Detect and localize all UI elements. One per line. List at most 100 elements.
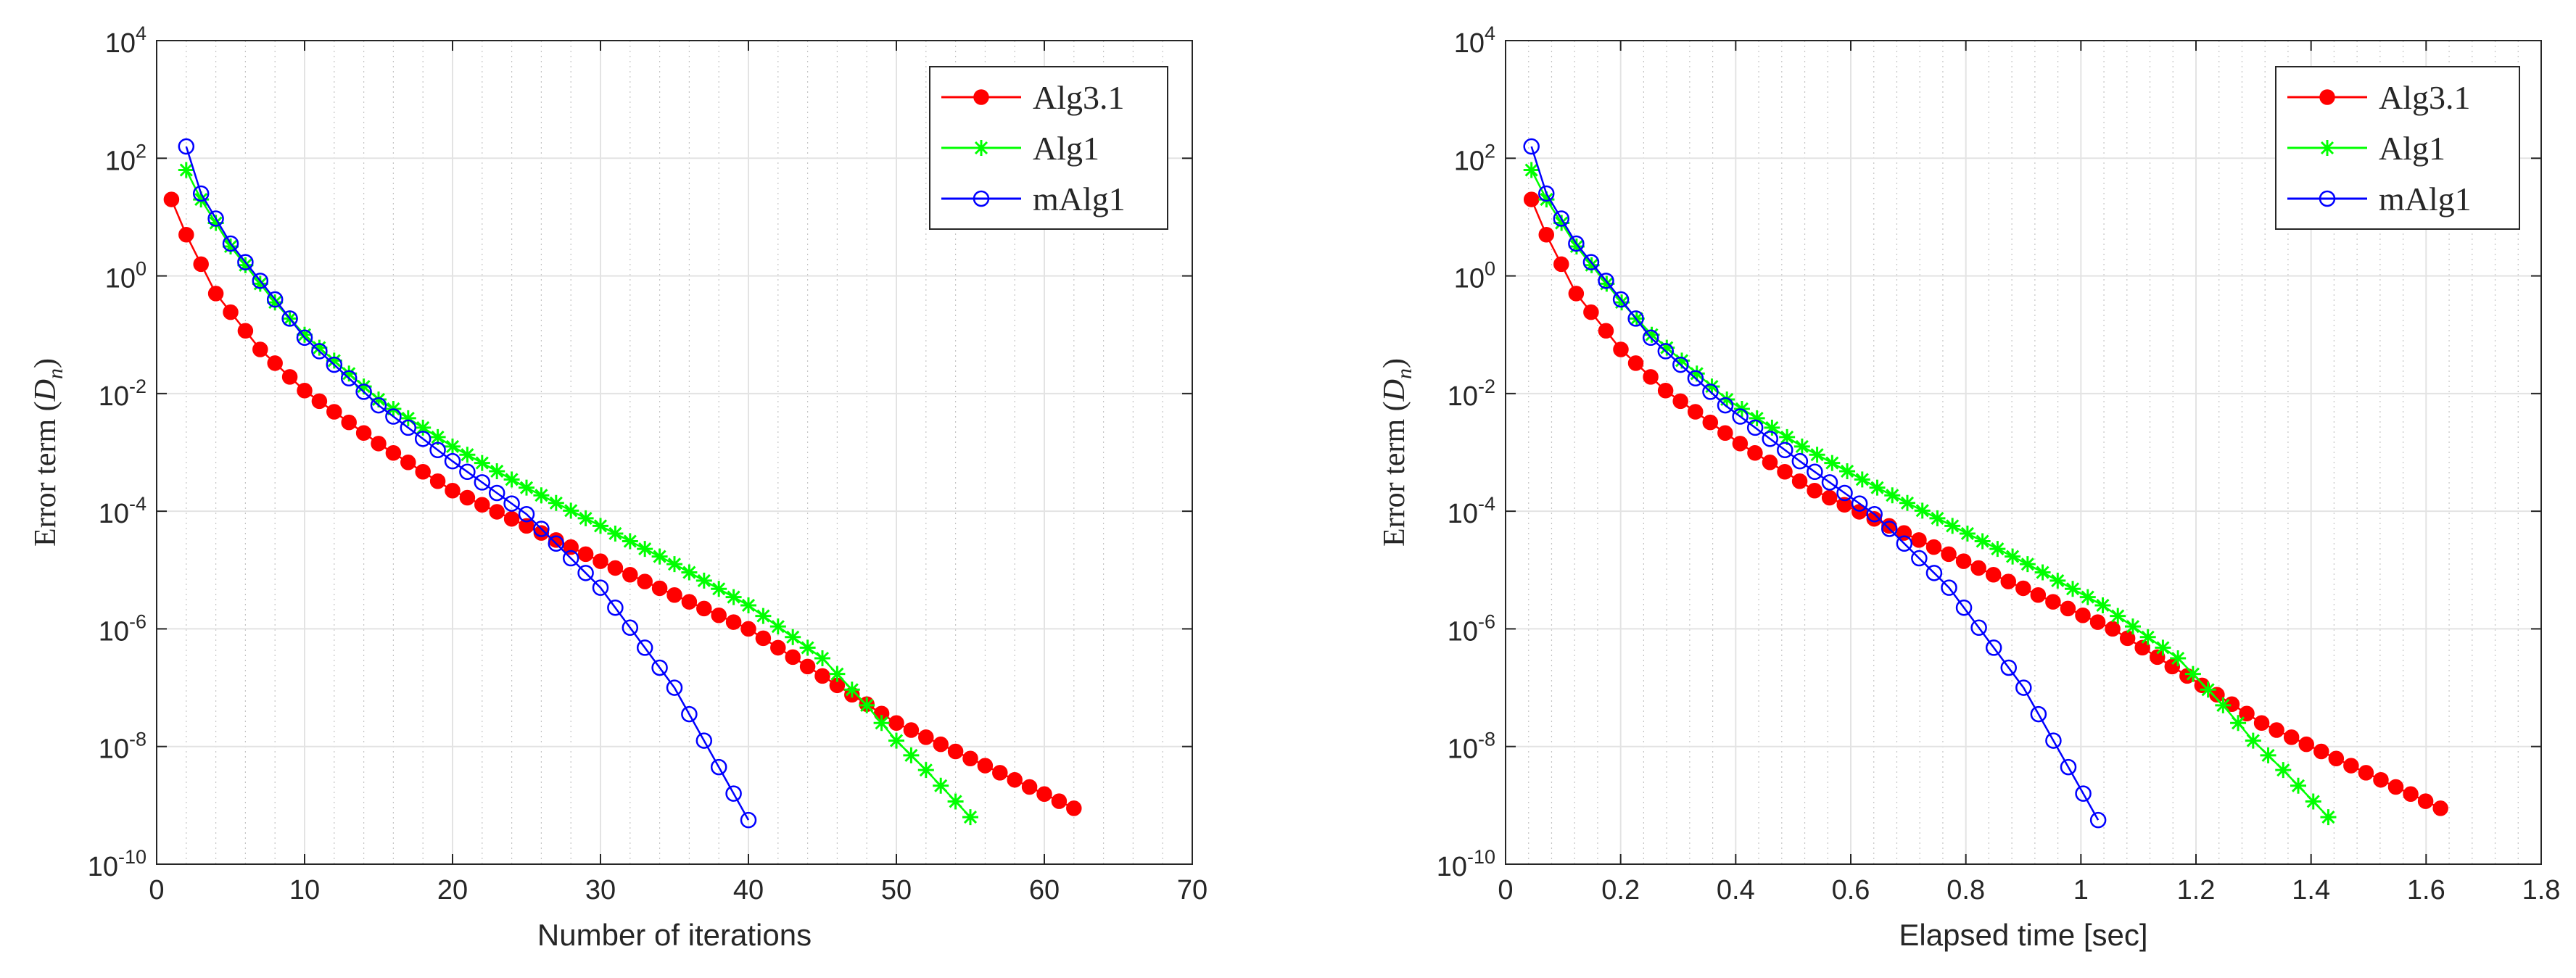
data-point [193, 191, 210, 208]
data-point [371, 391, 387, 407]
data-point [207, 210, 224, 227]
legend-marker [2319, 89, 2335, 105]
legend-marker [973, 190, 990, 207]
data-point [711, 608, 727, 623]
data-point [1914, 502, 1931, 519]
data-point [563, 502, 579, 519]
data-point [1777, 464, 1793, 480]
data-point [459, 463, 476, 481]
data-point [178, 162, 194, 178]
data-point [474, 455, 490, 471]
data-point [237, 254, 254, 270]
data-point [681, 594, 698, 610]
data-point [725, 785, 742, 802]
data-point [651, 580, 668, 597]
data-point [1523, 191, 1540, 207]
legend-item: Alg3.1 [2287, 79, 2471, 116]
data-point [577, 546, 594, 563]
data-point [2432, 800, 2448, 816]
data-point [341, 365, 358, 382]
legend-marker [2319, 190, 2336, 207]
data-point [2134, 639, 2150, 656]
data-point [1598, 275, 1615, 292]
data-point [2049, 572, 2066, 589]
data-point [799, 639, 816, 656]
data-point [1764, 419, 1780, 436]
data-point [400, 419, 417, 436]
data-point [740, 811, 757, 829]
legend-label: Alg1 [2379, 130, 2445, 167]
data-point [2373, 771, 2389, 788]
data-point [785, 629, 801, 645]
data-point [1553, 215, 1570, 231]
legend-label: Alg3.1 [1033, 79, 1125, 116]
data-point [2139, 629, 2156, 645]
data-point [1791, 473, 1808, 489]
series-malg1 [1523, 138, 2107, 829]
data-point [2124, 618, 2141, 635]
data-point [2045, 594, 2061, 610]
data-point [1583, 257, 1600, 273]
data-point [2209, 687, 2225, 703]
data-point [1866, 510, 1883, 527]
data-point [1066, 800, 1082, 816]
data-point [519, 479, 534, 496]
data-point [711, 581, 727, 597]
data-point [1851, 495, 1868, 512]
data-point [2358, 765, 2374, 781]
data-point [1732, 436, 1749, 452]
data-point [2230, 715, 2247, 732]
data-point [193, 256, 209, 273]
data-point [459, 447, 476, 463]
data-point [622, 533, 638, 550]
data-point [385, 445, 402, 461]
data-point [1762, 455, 1778, 471]
data-point [429, 442, 446, 459]
data-point [1941, 546, 1957, 563]
data-point [2015, 580, 2031, 597]
data-point [1911, 532, 1927, 548]
data-point [1807, 463, 1823, 481]
data-point [429, 473, 446, 489]
x-tick-label: 1.2 [2177, 875, 2216, 906]
data-point [414, 431, 432, 447]
x-tick-label: 0.8 [1947, 875, 1985, 906]
x-tick-label: 20 [437, 875, 468, 906]
data-point [1779, 428, 1796, 445]
data-point [445, 438, 461, 455]
x-tick-label: 0.6 [1832, 875, 1870, 906]
data-point [1985, 639, 2002, 656]
legend-marker [973, 140, 989, 156]
data-point [1674, 352, 1690, 369]
data-point [1866, 505, 1883, 523]
data-point [962, 809, 978, 826]
data-point [1657, 383, 1674, 399]
data-point [622, 567, 638, 583]
y-tick-label: 10-2 [1448, 376, 1495, 412]
legend-label: Alg1 [1033, 130, 1099, 167]
data-point [371, 436, 387, 452]
data-point [1643, 369, 1659, 385]
data-point [1613, 341, 1629, 357]
x-tick-label: 50 [881, 875, 912, 906]
chart-panel-2: 0 0.2 0.4 0.6 0.8 1 1.2 1.4 1.6 1.8 10-10 10-8 10-6 1… [1378, 22, 2560, 952]
data-point [222, 235, 239, 252]
data-point [592, 579, 609, 596]
data-point [725, 614, 742, 630]
data-point [400, 455, 416, 471]
data-point [651, 548, 668, 565]
data-point [666, 556, 682, 573]
data-point [1762, 431, 1778, 447]
data-point [2403, 786, 2419, 803]
data-point [2253, 715, 2270, 732]
data-point [400, 410, 416, 426]
data-point [2045, 732, 2062, 749]
data-point [1899, 494, 1915, 511]
x-tick-label: 1.6 [2407, 875, 2445, 906]
legend-item: Alg1 [2287, 130, 2445, 167]
y-tick-label: 10-2 [99, 376, 146, 412]
data-point [637, 573, 653, 589]
data-point [252, 273, 269, 289]
data-point [2328, 750, 2345, 767]
data-point [1568, 235, 1585, 252]
